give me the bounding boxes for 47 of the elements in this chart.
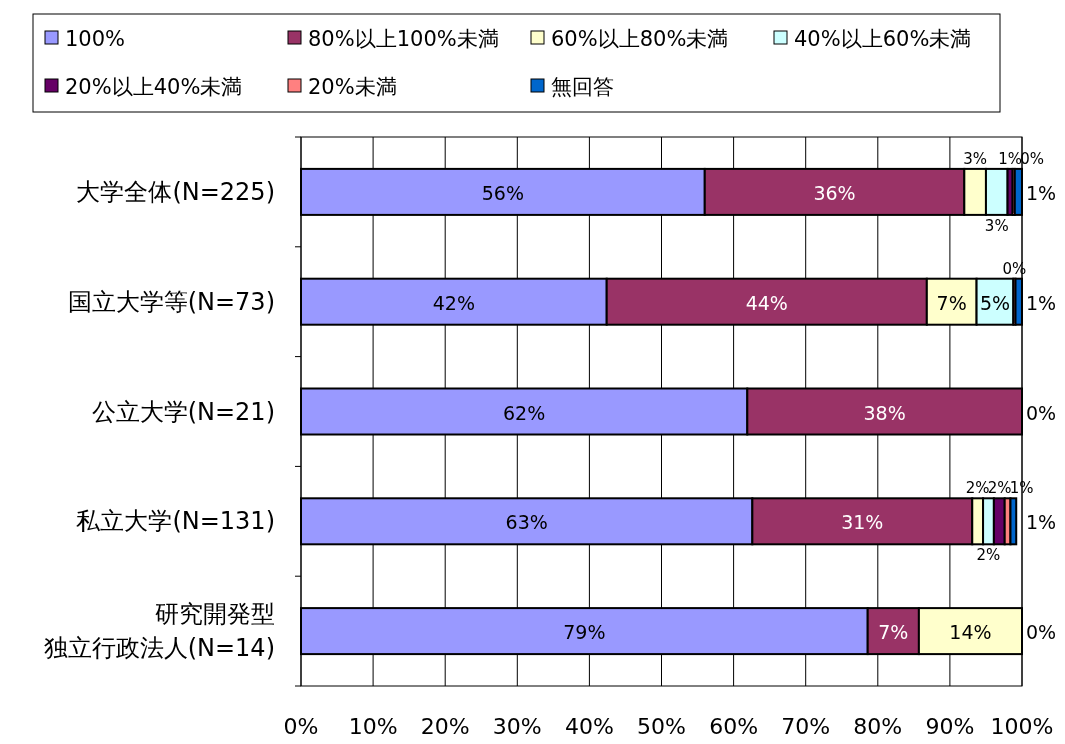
category: 私立大学(N=131) <box>76 507 275 536</box>
data-label: 3% <box>984 216 1009 235</box>
data-label: 2% <box>976 546 1001 565</box>
legend-label: 20%未満 <box>308 75 397 99</box>
data-label: 1% <box>1026 511 1057 534</box>
data-label: 63% <box>505 511 548 534</box>
data-label: 0% <box>1026 401 1057 424</box>
data-label: 0% <box>1026 621 1057 644</box>
data-label: 1% <box>1026 181 1057 204</box>
data-label: 2% <box>987 479 1012 498</box>
x-tick-label: 40% <box>564 714 614 739</box>
legend-label: 40%以上60%未満 <box>794 27 972 51</box>
x-tick-label: 90% <box>925 714 975 739</box>
x-tick-label: 0% <box>283 714 319 739</box>
data-label: 62% <box>503 401 546 424</box>
category: 大学全体(N=225) <box>76 177 275 206</box>
x-tick-label: 70% <box>781 714 831 739</box>
data-label: 42% <box>432 291 475 314</box>
data-label: 7% <box>878 621 909 644</box>
x-tick-label: 60% <box>709 714 759 739</box>
category: 公立大学(N=21) <box>91 397 275 426</box>
data-label: 1% <box>1026 291 1057 314</box>
data-label: 56% <box>481 181 524 204</box>
legend-label: 60%以上80%未満 <box>551 27 729 51</box>
data-label: 5% <box>979 291 1011 314</box>
category: 国立大学等(N=73) <box>67 287 275 316</box>
category: 研究開発型独立行政法人(N=14) <box>43 600 275 663</box>
data-label: 3% <box>963 149 988 168</box>
legend-label: 80%以上100%未満 <box>308 27 499 51</box>
data-label: 36% <box>813 181 856 204</box>
x-tick-label: 100% <box>990 714 1054 739</box>
data-label: 31% <box>841 511 884 534</box>
data-label: 1% <box>998 149 1022 168</box>
x-tick-label: 30% <box>492 714 542 739</box>
x-tick-label: 20% <box>420 714 470 739</box>
x-tick-label: 80% <box>853 714 903 739</box>
legend-label: 100% <box>65 27 126 51</box>
legend-label: 20%以上40%未満 <box>65 75 243 99</box>
x-tick-label: 50% <box>637 714 686 739</box>
data-label: 38% <box>863 401 906 424</box>
x-tick-label: 10% <box>348 714 398 739</box>
data-label: 79% <box>563 621 606 644</box>
data-label: 7% <box>936 291 967 314</box>
data-label: 2% <box>965 479 990 498</box>
data-label: 44% <box>745 291 788 314</box>
data-label: 14% <box>949 621 992 644</box>
legend-label: 無回答 <box>551 75 614 99</box>
